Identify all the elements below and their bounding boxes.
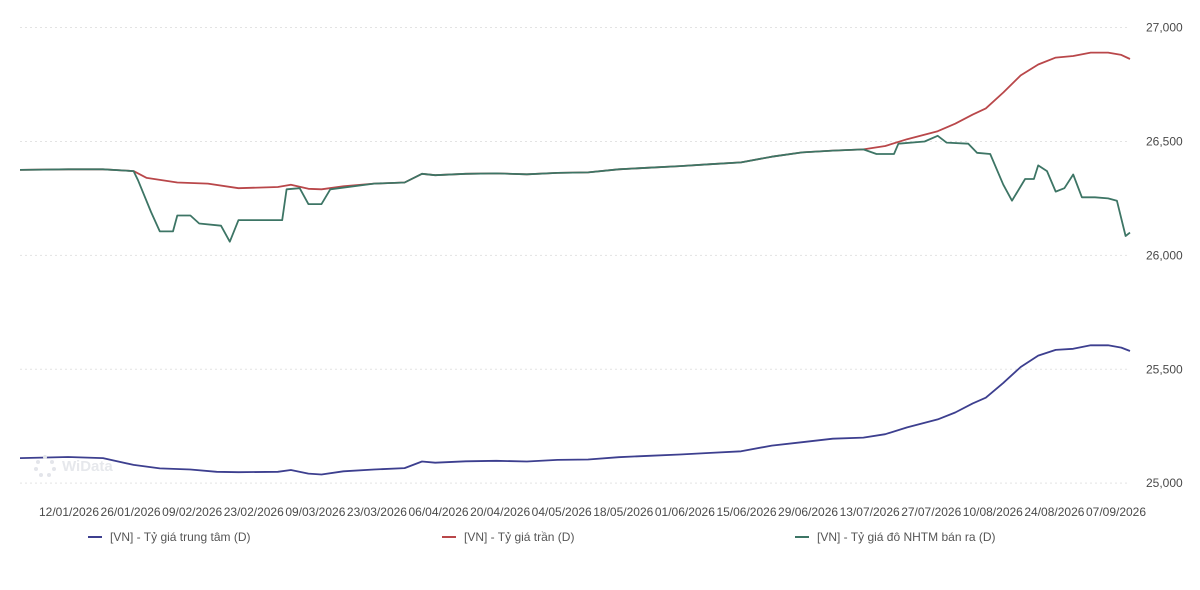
- x-tick-label: 13/07/2026: [840, 505, 900, 519]
- legend-item-central-rate[interactable]: [VN] - Tỷ giá trung tâm (D): [88, 530, 250, 544]
- x-tick-label: 27/07/2026: [901, 505, 961, 519]
- x-tick-label: 12/01/2026: [39, 505, 99, 519]
- x-tick-label: 18/05/2026: [593, 505, 653, 519]
- x-tick-label: 09/03/2026: [285, 505, 345, 519]
- legend-item-ceiling-rate[interactable]: [VN] - Tỷ giá trần (D): [442, 530, 574, 544]
- exchange-rate-line-chart: 25,000 25,500 26,000 26,500 27,000 12/01/202…: [19, 21, 1183, 519]
- chart-gridlines: [20, 27, 1130, 484]
- x-tick-label: 29/06/2026: [778, 505, 838, 519]
- y-tick-label: 25,500: [1146, 362, 1183, 376]
- series-line-ceiling-rate: [19, 51, 1131, 191]
- legend-swatch: [88, 536, 102, 538]
- legend-label: [VN] - Tỷ giá trần (D): [464, 530, 575, 544]
- legend-label: [VN] - Tỷ giá đô NHTM bán ra (D): [817, 530, 996, 544]
- x-tick-label: 23/02/2026: [224, 505, 284, 519]
- chart-legend: [VN] - Tỷ giá trung tâm (D) [VN] - Tỷ gi…: [0, 530, 1200, 554]
- series-line-central-rate: [19, 344, 1131, 476]
- x-tick-label: 09/02/2026: [162, 505, 222, 519]
- x-tick-label: 15/06/2026: [716, 505, 776, 519]
- x-tick-label: 23/03/2026: [347, 505, 407, 519]
- x-tick-label: 04/05/2026: [532, 505, 592, 519]
- legend-swatch: [795, 536, 809, 538]
- y-tick-label: 26,500: [1146, 134, 1183, 148]
- watermark-text: WiData: [62, 457, 113, 475]
- y-tick-label: 27,000: [1146, 21, 1183, 35]
- x-tick-label: 20/04/2026: [470, 505, 530, 519]
- chart-series-group: [19, 51, 1131, 476]
- widata-watermark: WiData: [34, 455, 113, 477]
- legend-swatch: [442, 536, 456, 538]
- x-tick-label: 10/08/2026: [963, 505, 1023, 519]
- y-tick-label: 25,000: [1146, 476, 1183, 490]
- y-axis-ticks: 25,000 25,500 26,000 26,500 27,000: [1146, 21, 1183, 491]
- legend-item-bank-selling-rate[interactable]: [VN] - Tỷ giá đô NHTM bán ra (D): [795, 530, 996, 544]
- legend-label: [VN] - Tỷ giá trung tâm (D): [110, 530, 251, 544]
- x-tick-label: 06/04/2026: [408, 505, 468, 519]
- series-line-bank-selling-rate: [19, 134, 1131, 243]
- x-axis-ticks: 12/01/2026 26/01/2026 09/02/2026 23/02/2026…: [39, 505, 1146, 519]
- x-tick-label: 24/08/2026: [1024, 505, 1084, 519]
- widata-logo-icon: [34, 455, 56, 477]
- x-tick-label: 01/06/2026: [655, 505, 715, 519]
- x-tick-label: 07/09/2026: [1086, 505, 1146, 519]
- x-tick-label: 26/01/2026: [101, 505, 161, 519]
- y-tick-label: 26,000: [1146, 248, 1183, 262]
